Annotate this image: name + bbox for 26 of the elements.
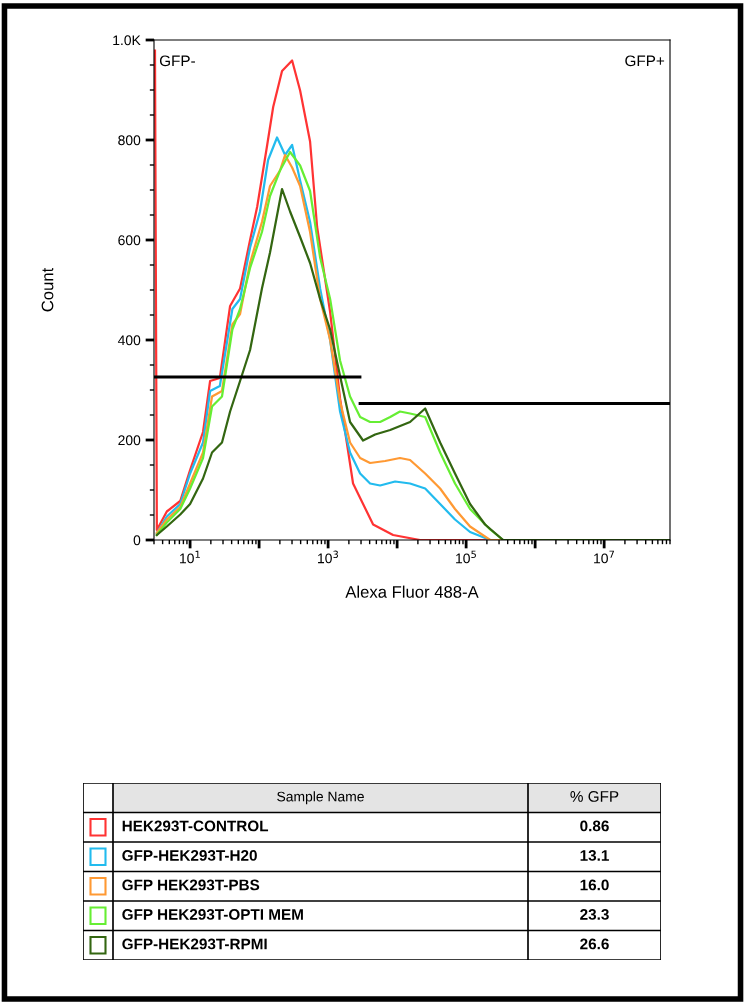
x-tick-label: 10$^{5}$ bbox=[456, 550, 476, 564]
y-tick-label: 400 bbox=[117, 335, 141, 346]
text: % GFP bbox=[570, 791, 619, 802]
data-label: 16.0 bbox=[580, 879, 609, 891]
x-tick-label: 10$^{7}$ bbox=[594, 550, 614, 564]
y-tick-label: 800 bbox=[118, 135, 141, 146]
category-label: HEK293T-CONTROL bbox=[122, 820, 269, 832]
x-axis-title: Alexa Fluor 488-A bbox=[345, 585, 479, 598]
x-tick-label: 10$^{1}$ bbox=[180, 550, 200, 564]
data-label: 23.3 bbox=[580, 909, 609, 920]
data-label: 13.1 bbox=[580, 850, 609, 861]
category-label: GFP HEK293T-PBS bbox=[122, 879, 260, 891]
annotation: GFP- bbox=[159, 55, 195, 67]
y-tick-label: 1.0K bbox=[113, 35, 141, 46]
data-label: 0.86 bbox=[580, 820, 609, 832]
x-tick-label: 10$^{3}$ bbox=[318, 550, 338, 564]
y-axis-title: Count bbox=[41, 267, 54, 312]
category-label: GFP HEK293T-OPTI MEM bbox=[122, 909, 303, 920]
category-label: GFP-HEK293T-RPMI bbox=[122, 938, 267, 950]
annotation: GFP+ bbox=[625, 55, 665, 67]
y-tick-label: 0 bbox=[133, 535, 141, 546]
category-label: GFP-HEK293T-H20 bbox=[122, 850, 257, 861]
y-tick-label: 600 bbox=[118, 235, 141, 246]
data-label: 26.6 bbox=[580, 938, 609, 950]
text: Sample Name bbox=[277, 791, 364, 805]
y-tick-label: 200 bbox=[118, 435, 141, 446]
